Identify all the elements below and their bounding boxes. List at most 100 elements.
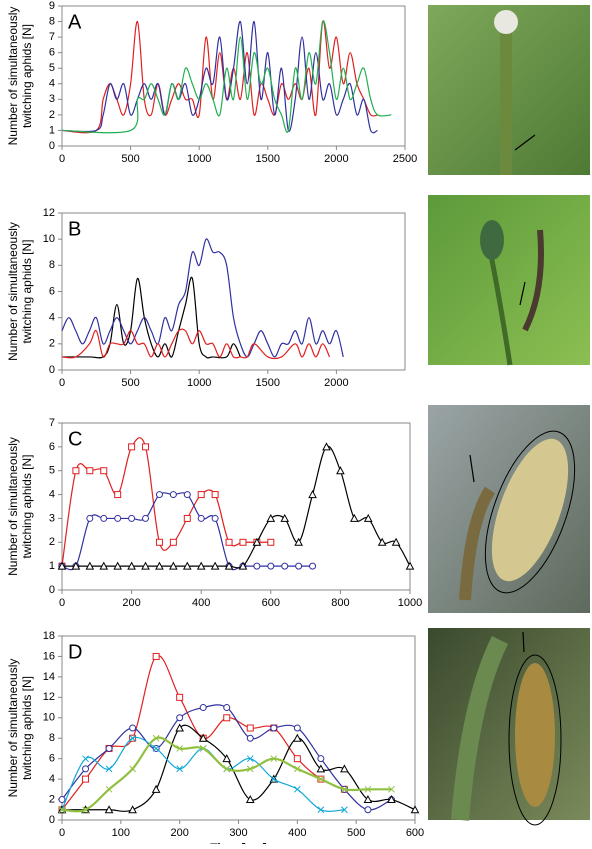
marker bbox=[176, 693, 184, 701]
x-tick-label: 0 bbox=[59, 377, 65, 389]
y-tick-label: 4 bbox=[49, 488, 55, 500]
marker bbox=[142, 443, 150, 451]
marker bbox=[105, 785, 113, 793]
y-tick-label: 8 bbox=[49, 15, 55, 27]
x-tick-label: 0 bbox=[59, 827, 65, 839]
marker bbox=[223, 714, 231, 722]
marker bbox=[224, 561, 234, 570]
y-tick-label: 2 bbox=[49, 109, 55, 121]
plot-frame bbox=[61, 5, 406, 147]
y-tick-label: 18 bbox=[43, 630, 55, 642]
x-tick-label: 100 bbox=[112, 827, 130, 839]
marker bbox=[100, 467, 108, 475]
y-tick-label: 14 bbox=[43, 671, 55, 683]
x-tick-label: 2000 bbox=[324, 377, 348, 389]
marker bbox=[391, 537, 401, 546]
marker bbox=[211, 491, 219, 499]
marker bbox=[58, 796, 66, 804]
marker bbox=[71, 561, 81, 570]
chart: 0 1 2 3 4 5 6 7 0 200 400 600 800 1000 C Number of simu… bbox=[6, 417, 422, 609]
x-tick-label: 0 bbox=[59, 153, 65, 165]
marker bbox=[114, 514, 122, 522]
plot-frame bbox=[61, 212, 406, 371]
marker bbox=[267, 562, 275, 570]
y-tick-label: 4 bbox=[49, 312, 55, 324]
photo-a bbox=[428, 5, 590, 175]
marker bbox=[246, 765, 254, 773]
marker bbox=[388, 785, 395, 793]
y-tick-label: 0 bbox=[49, 584, 55, 596]
y-tick-label: 4 bbox=[49, 78, 55, 90]
y-tick-label: 2 bbox=[49, 536, 55, 548]
marker bbox=[253, 562, 261, 570]
line bbox=[61, 238, 344, 358]
marker bbox=[340, 764, 349, 773]
marker bbox=[246, 734, 254, 742]
y-tick-label: 12 bbox=[43, 691, 55, 703]
y-tick-label: 6 bbox=[49, 753, 55, 765]
marker bbox=[82, 765, 90, 773]
x-tick-label: 0 bbox=[59, 597, 65, 609]
marker bbox=[99, 561, 109, 570]
y-tick-label: 0 bbox=[49, 814, 55, 826]
y-tick-label: 6 bbox=[49, 47, 55, 59]
y-tick-label: 5 bbox=[49, 62, 55, 74]
y-tick-label: 0 bbox=[49, 364, 55, 376]
line bbox=[62, 724, 416, 812]
y-tick-label: 3 bbox=[49, 93, 55, 105]
marker bbox=[113, 561, 123, 570]
marker bbox=[128, 443, 136, 451]
x-tick-label: 200 bbox=[122, 597, 140, 609]
marker bbox=[198, 733, 208, 742]
marker bbox=[197, 491, 205, 499]
marker bbox=[293, 765, 301, 773]
x-tick-label: 2000 bbox=[324, 153, 348, 165]
marker bbox=[183, 514, 191, 522]
marker bbox=[169, 491, 177, 499]
y-tick-label: 4 bbox=[49, 773, 55, 785]
y-axis-label: twitching aphids [N] bbox=[20, 454, 34, 558]
y-tick-label: 3 bbox=[49, 512, 55, 524]
marker bbox=[387, 795, 396, 804]
x-tick-label: 1500 bbox=[256, 153, 280, 165]
marker bbox=[197, 514, 205, 522]
y-axis-label: twitching aphids [N] bbox=[20, 239, 34, 343]
marker bbox=[246, 755, 254, 763]
marker bbox=[239, 538, 247, 546]
marker bbox=[245, 795, 255, 804]
marker bbox=[82, 775, 90, 783]
panel-label: A bbox=[68, 11, 82, 33]
x-tick-label: 200 bbox=[170, 827, 188, 839]
marker bbox=[82, 806, 89, 814]
y-tick-label: 2 bbox=[49, 793, 55, 805]
y-axis-label: Number of simultaneously bbox=[6, 659, 20, 798]
marker bbox=[223, 704, 231, 712]
y-axis-label: Number of simultaneously bbox=[6, 437, 20, 576]
marker bbox=[281, 562, 289, 570]
marker bbox=[152, 652, 160, 660]
x-tick-label: 500 bbox=[347, 827, 365, 839]
marker bbox=[341, 806, 348, 814]
y-axis-label: Number of simultaneously bbox=[6, 222, 20, 361]
marker bbox=[222, 754, 232, 763]
panel-label: C bbox=[68, 428, 82, 450]
marker bbox=[129, 765, 136, 773]
y-tick-label: 0 bbox=[49, 140, 55, 152]
line bbox=[62, 276, 241, 359]
marker bbox=[105, 765, 113, 773]
marker bbox=[309, 562, 317, 570]
marker bbox=[199, 704, 207, 712]
y-tick-label: 2 bbox=[49, 338, 55, 350]
x-tick-label: 1500 bbox=[256, 377, 280, 389]
marker bbox=[85, 561, 95, 570]
marker bbox=[155, 491, 163, 499]
x-tick-label: 500 bbox=[121, 377, 139, 389]
x-tick-label: 600 bbox=[262, 597, 280, 609]
marker bbox=[86, 467, 94, 475]
marker bbox=[100, 514, 108, 522]
panel-label: B bbox=[68, 218, 81, 240]
marker bbox=[363, 513, 373, 522]
marker bbox=[225, 538, 233, 546]
marker bbox=[317, 775, 325, 783]
